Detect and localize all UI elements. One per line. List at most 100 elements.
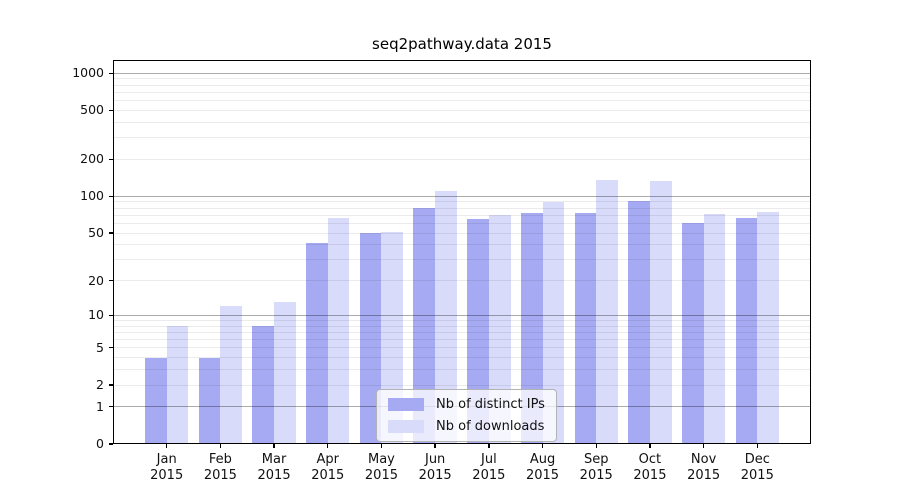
y-label-1000: 1000 [72,65,104,81]
gridline-minor [113,222,811,224]
y-tick-1 [109,406,113,408]
bar-distinct-ips-feb [198,357,221,444]
gridline-major [113,72,811,74]
x-label-month: Aug [529,452,556,467]
x-label-nov: Nov 2015 [669,452,739,484]
x-label-year: 2015 [525,468,560,483]
x-label-month: Apr [316,452,340,467]
gridline-minor [113,339,811,341]
legend-row-distinct-ips: Nb of distinct IPs [388,397,545,412]
y-label-100: 100 [80,188,104,204]
y-label-20: 20 [88,272,104,288]
plot-area: Nb of distinct IPs Nb of downloads [113,60,811,444]
y-label-500: 500 [80,102,104,118]
x-tick-jun [434,444,436,448]
y-label-200: 200 [80,151,104,167]
x-tick-mar [273,444,275,448]
gridline-major [113,314,811,316]
gridline-minor [113,100,811,102]
gridline-minor [113,109,811,111]
x-label-year: 2015 [150,468,184,483]
gridline-minor [113,121,811,123]
x-label-oct: Oct 2015 [615,452,685,484]
y-tick-0 [109,443,113,445]
x-label-month: Jul [481,452,497,467]
gridline-minor [113,137,811,139]
x-label-year: 2015 [633,468,667,483]
gridline-minor [113,369,811,371]
x-label-month: Feb [208,452,232,467]
x-label-year: 2015 [472,468,506,483]
y-tick-20 [109,279,113,282]
x-label-year: 2015 [687,468,721,483]
chart-title: seq2pathway.data 2015 [372,35,552,53]
y-label-50: 50 [88,225,104,240]
bar-distinct-ips-aug [520,213,543,444]
y-tick-50 [109,232,113,234]
y-tick-10 [109,314,113,316]
x-tick-apr [327,444,329,448]
gridline-minor [113,280,811,282]
x-label-sep: Sep 2015 [561,452,631,484]
x-tick-feb [219,444,222,448]
legend: Nb of distinct IPs Nb of downloads [376,389,557,442]
x-label-may: May 2015 [346,452,416,484]
bar-distinct-ips-jul [467,219,489,444]
bar-downloads-nov [703,213,726,444]
x-label-jan: Jan 2015 [132,452,202,484]
legend-label-downloads: Nb of downloads [436,419,545,434]
x-label-year: 2015 [740,468,774,483]
x-label-month: Oct [638,452,662,467]
gridline-minor [113,347,811,349]
x-label-feb: Feb 2015 [185,452,255,484]
y-label-5: 5 [96,339,104,355]
bar-downloads-apr [327,217,350,444]
y-label-0: 0 [96,436,104,451]
y-tick-100 [109,195,113,197]
bar-distinct-ips-mar [252,326,275,444]
bar-downloads-sep [596,180,618,444]
bar-downloads-mar [274,302,296,444]
x-label-month: Nov [690,452,717,467]
bar-distinct-ips-jan [144,357,167,444]
bar-distinct-ips-dec [735,218,758,444]
y-label-10: 10 [88,307,104,323]
x-tick-jan [165,444,168,448]
y-label-2: 2 [96,377,104,392]
x-label-year: 2015 [257,468,291,483]
x-label-month: Dec [744,452,770,467]
gridline-minor [113,357,811,359]
x-label-year: 2015 [203,468,237,483]
gridline-minor [113,319,811,321]
gridline-minor [113,91,811,93]
gridline-minor [113,259,811,261]
bar-distinct-ips-apr [306,243,328,444]
bar-downloads-dec [757,211,779,444]
gridline-minor [113,244,811,246]
x-tick-dec [756,444,758,448]
x-label-year: 2015 [311,468,345,483]
x-label-month: Mar [261,452,287,467]
bar-downloads-jun [435,190,457,444]
x-label-month: May [368,452,395,467]
bar-distinct-ips-oct [628,200,650,444]
x-label-dec: Dec 2015 [722,452,792,484]
x-label-month: Jan [156,452,177,467]
legend-swatch-downloads [388,420,424,433]
y-tick-500 [109,109,113,112]
x-label-month: Jun [424,452,446,467]
y-label-1: 1 [96,398,104,414]
y-tick-5 [109,347,113,349]
x-label-jun: Jun 2015 [400,452,470,484]
x-label-year: 2015 [579,468,613,483]
bar-downloads-jul [488,215,511,444]
gridline-minor [113,384,811,386]
legend-swatch-distinct-ips [388,398,424,411]
x-label-year: 2015 [364,468,398,483]
y-tick-2 [109,384,113,386]
gridline-minor [113,331,811,333]
x-tick-nov [702,444,705,448]
x-tick-sep [595,444,597,448]
gridline-minor [113,207,811,209]
y-tick-1000 [109,72,113,74]
